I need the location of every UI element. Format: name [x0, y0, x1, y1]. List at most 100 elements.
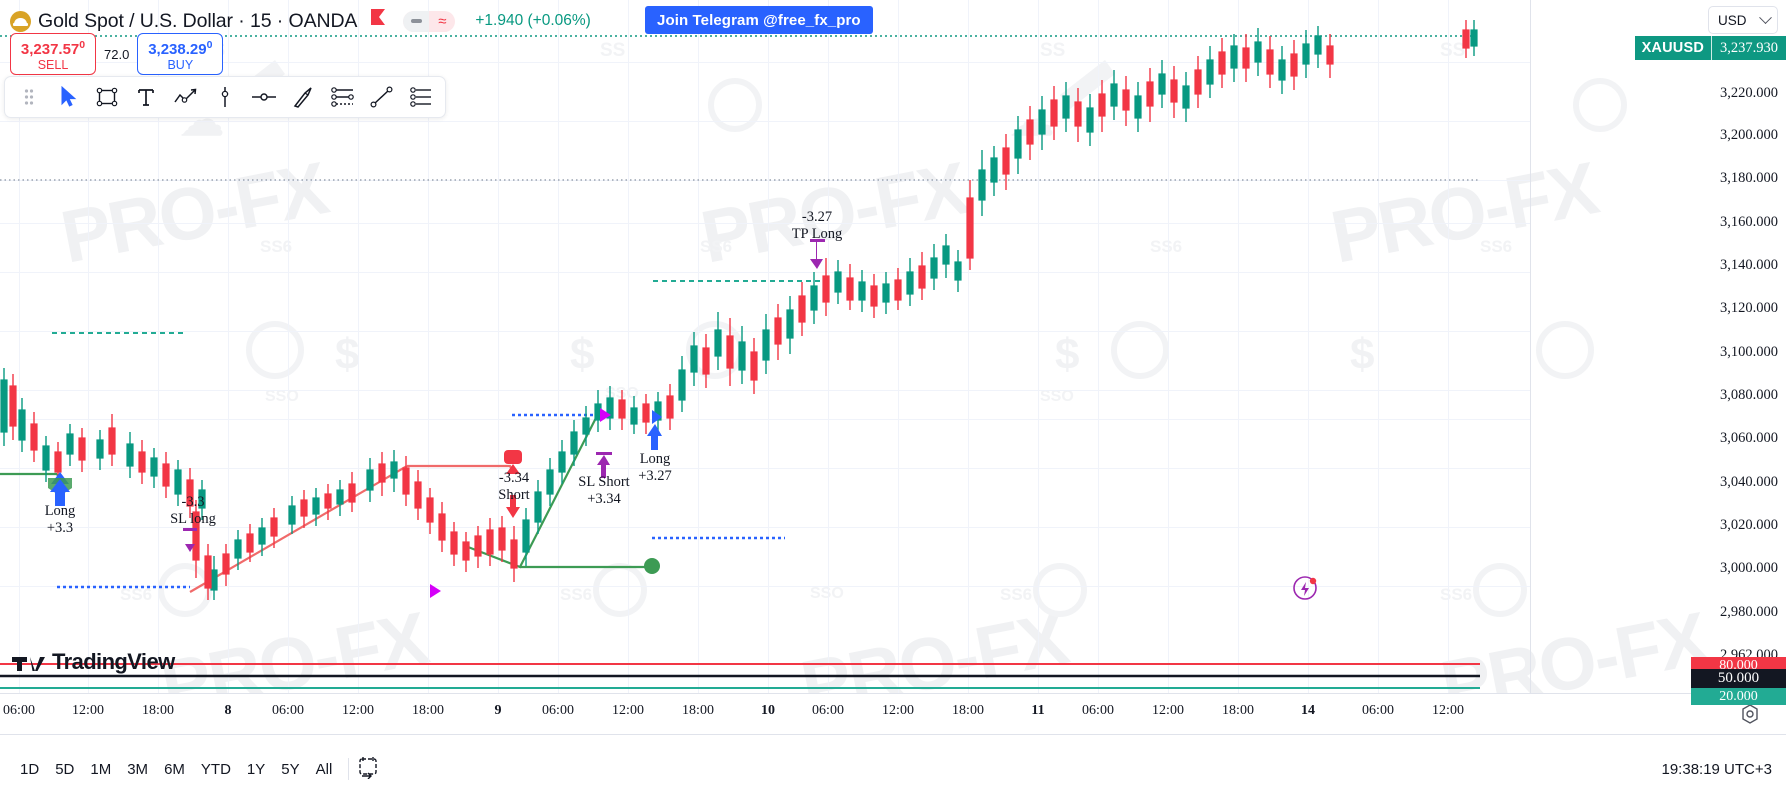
trade-long-entry-2-label: Long +3.27: [638, 451, 672, 484]
flag-icon[interactable]: [369, 8, 387, 35]
time-tick: 18:00: [1222, 703, 1254, 718]
price-tick: 3,120.000: [1720, 300, 1778, 316]
range-button-5d[interactable]: 5D: [55, 760, 75, 778]
time-tick: 12:00: [72, 703, 104, 718]
forecast-icon[interactable]: [402, 78, 441, 116]
price-change: +1.940 (+0.06%): [475, 12, 591, 29]
tradingview-logo-icon: [12, 657, 45, 671]
approx-symbol: ≈: [438, 12, 447, 30]
price-tick: 3,100.000: [1720, 344, 1778, 360]
chevron-down-icon: [1759, 10, 1772, 24]
time-tick: 12:00: [612, 703, 644, 718]
level-badge-oversold: 20.000: [1691, 688, 1786, 705]
brush-arrow-icon[interactable]: [284, 78, 323, 116]
gold-bar-icon: [10, 10, 31, 32]
time-tick: 06:00: [1082, 703, 1114, 718]
time-tick: 12:00: [1432, 703, 1464, 718]
time-tick: 11: [1031, 703, 1045, 718]
buy-sell-panel: 3,237.570 SELL 72.0 3,238.290 BUY: [10, 33, 224, 75]
sell-price: 3,237.570: [20, 38, 86, 58]
tradingview-branding: TradingView: [12, 649, 175, 675]
drag-handle-icon[interactable]: [9, 78, 48, 116]
time-tick: 9: [494, 703, 502, 718]
price-tick: 3,220.000: [1720, 85, 1778, 101]
last-price-symbol: XAUUSD: [1634, 36, 1711, 60]
time-tick: 14: [1301, 703, 1315, 718]
toggle-dash: [403, 10, 430, 32]
trend-line-icon[interactable]: [362, 78, 401, 116]
time-tick: 06:00: [542, 703, 574, 718]
goto-date-icon[interactable]: [357, 755, 379, 784]
range-button-5y[interactable]: 5Y: [281, 760, 300, 778]
buy-label: BUY: [167, 57, 194, 72]
price-axis[interactable]: 3,220.000 3,200.000 3,180.000 3,160.000 …: [1530, 0, 1786, 693]
range-button-all[interactable]: All: [315, 760, 333, 778]
trade-sl-long-1-label: -3.3 SL long: [170, 494, 216, 527]
symbol-title[interactable]: Gold Spot / U.S. Dollar · 15 · OANDA: [38, 9, 358, 32]
range-button-6m[interactable]: 6M: [164, 760, 185, 778]
sell-button[interactable]: 3,237.570 SELL: [10, 33, 96, 75]
pitchfork-icon[interactable]: [205, 78, 244, 116]
time-tick: 06:00: [812, 703, 844, 718]
time-tick: 06:00: [1362, 703, 1394, 718]
level-badge-middle: 50.000: [1691, 669, 1786, 688]
range-button-1d[interactable]: 1D: [20, 760, 40, 778]
sell-label: SELL: [37, 57, 69, 72]
buy-button[interactable]: 3,238.290 BUY: [137, 33, 224, 75]
range-button-1y[interactable]: 1Y: [246, 760, 266, 778]
time-tick: 18:00: [682, 703, 714, 718]
chart-settings-icon[interactable]: [1738, 702, 1762, 731]
rectangle-icon[interactable]: [88, 78, 127, 116]
price-tick: 3,020.000: [1720, 517, 1778, 533]
price-tick: 3,200.000: [1720, 127, 1778, 143]
cursor-icon[interactable]: [48, 78, 87, 116]
spread-value: 72.0: [104, 46, 130, 62]
trade-sl-short-1-label: SL Short +3.34: [578, 474, 630, 507]
price-axis-divider: [1530, 0, 1531, 693]
currency-unit-label: USD: [1718, 12, 1747, 28]
price-tick: 3,180.000: [1720, 170, 1778, 186]
last-price-badge: XAUUSD 3,237.930: [1634, 36, 1786, 60]
zigzag-trend-icon[interactable]: [166, 78, 205, 116]
measure-icon[interactable]: [245, 78, 284, 116]
session-clock: 19:38:19 UTC+3: [1661, 760, 1773, 778]
drawing-toolbar: [4, 76, 446, 118]
price-tick: 3,060.000: [1720, 430, 1778, 446]
price-tick: 2,980.000: [1720, 604, 1778, 620]
time-tick: 12:00: [342, 703, 374, 718]
price-tick: 3,160.000: [1720, 214, 1778, 230]
price-tick: 3,140.000: [1720, 257, 1778, 273]
trade-tp-long-1-label: -3.27 TP Long: [791, 209, 843, 242]
time-tick: 8: [224, 703, 232, 718]
text-tool-icon[interactable]: [127, 78, 166, 116]
toolbar-divider: [348, 758, 350, 780]
time-tick: 12:00: [1152, 703, 1184, 718]
trade-long-entry-1-label: Long +3.3: [44, 503, 76, 536]
buy-price: 3,238.290: [148, 38, 213, 58]
last-price-value: 3,237.930: [1711, 36, 1786, 60]
telegram-promo-badge[interactable]: Join Telegram @free_fx_pro: [645, 6, 873, 34]
time-tick: 10: [761, 703, 775, 718]
price-tick: 3,040.000: [1720, 474, 1778, 490]
approximate-icon[interactable]: ≈: [403, 10, 456, 32]
time-tick: 18:00: [412, 703, 444, 718]
bottom-toolbar: 1D 5D 1M 3M 6M YTD 1Y 5Y All 19:38:19 UT…: [0, 735, 1786, 803]
trade-markers: [48, 239, 825, 598]
time-tick: 18:00: [142, 703, 174, 718]
time-tick: 12:00: [882, 703, 914, 718]
time-axis[interactable]: 06:00 12:00 18:00 8 06:00 12:00 18:00 9 …: [0, 693, 1786, 735]
price-tick: 3,080.000: [1720, 387, 1778, 403]
currency-unit-select[interactable]: USD: [1708, 6, 1778, 34]
patterns-icon[interactable]: [323, 78, 362, 116]
trade-end-dot: [644, 558, 660, 574]
time-tick: 06:00: [272, 703, 304, 718]
range-button-3m[interactable]: 3M: [127, 760, 149, 778]
range-button-ytd[interactable]: YTD: [200, 760, 231, 778]
time-tick: 06:00: [3, 703, 35, 718]
range-button-1m[interactable]: 1M: [90, 760, 112, 778]
time-tick: 18:00: [952, 703, 984, 718]
